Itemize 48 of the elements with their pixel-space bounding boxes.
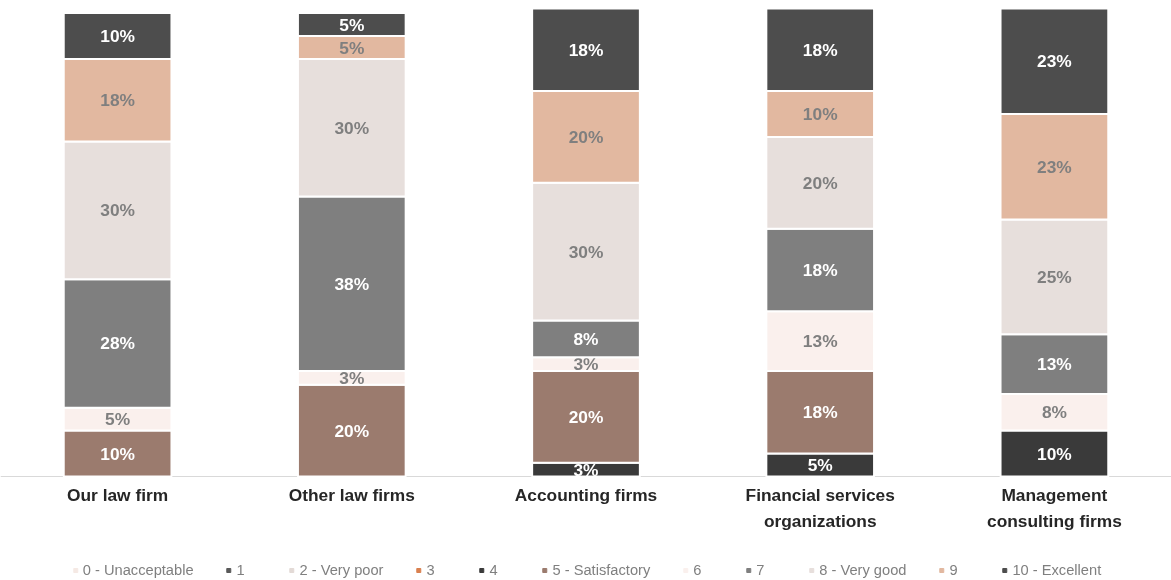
- data-label: 18%: [100, 90, 135, 111]
- x-tick-label: Other law firms: [288, 484, 415, 505]
- legend-label: 3: [426, 562, 436, 578]
- data-label: 28%: [100, 333, 135, 354]
- data-label: 5%: [807, 455, 833, 476]
- data-label: 13%: [1037, 354, 1072, 375]
- data-label: 38%: [334, 273, 370, 294]
- data-label: 13%: [802, 331, 838, 352]
- data-label: 8%: [573, 328, 599, 349]
- data-label: 20%: [568, 126, 604, 147]
- legend-label: 10 - Excellent: [1012, 562, 1102, 578]
- data-label: 18%: [802, 39, 838, 60]
- data-label: 18%: [802, 402, 838, 423]
- data-label: 10%: [802, 104, 838, 125]
- data-label: 10%: [100, 443, 135, 464]
- legend-label: 0 - Unacceptable: [82, 562, 194, 578]
- legend-label: 1: [236, 562, 246, 578]
- data-label: 20%: [334, 420, 370, 441]
- data-label: 5%: [339, 37, 365, 58]
- data-label: 23%: [1037, 51, 1072, 72]
- data-label: 8%: [1041, 402, 1067, 423]
- data-label: 3%: [339, 367, 365, 388]
- legend-label: 9: [949, 562, 959, 578]
- data-label: 30%: [100, 200, 135, 221]
- data-label: 25%: [1037, 266, 1072, 287]
- data-label: 30%: [334, 117, 370, 138]
- data-label: 5%: [105, 409, 131, 430]
- data-label: 10%: [1037, 443, 1072, 464]
- data-label: 23%: [1037, 156, 1072, 177]
- data-label: 18%: [568, 39, 604, 60]
- legend-label: 8 - Very good: [819, 562, 907, 578]
- legend-label: 7: [756, 562, 766, 578]
- data-label: 30%: [568, 241, 604, 262]
- data-label: 20%: [568, 406, 604, 427]
- data-label: 18%: [802, 260, 838, 281]
- legend-label: 4: [489, 562, 499, 578]
- data-label: 20%: [802, 172, 838, 193]
- x-tick-label: Our law firm: [67, 484, 169, 505]
- data-label: 5%: [339, 14, 365, 35]
- legend-label: 6: [693, 562, 703, 578]
- data-label: 10%: [100, 26, 135, 47]
- x-tick-label: Financial services organizations: [745, 484, 895, 531]
- x-tick-label: Accounting firms: [514, 484, 658, 505]
- legend-label: 2 - Very poor: [299, 562, 384, 578]
- x-tick-label: Management consulting firms: [987, 484, 1122, 531]
- data-label: 3%: [573, 459, 599, 480]
- legend-label: 5 - Satisfactory: [552, 562, 651, 578]
- data-label: 3%: [573, 354, 599, 375]
